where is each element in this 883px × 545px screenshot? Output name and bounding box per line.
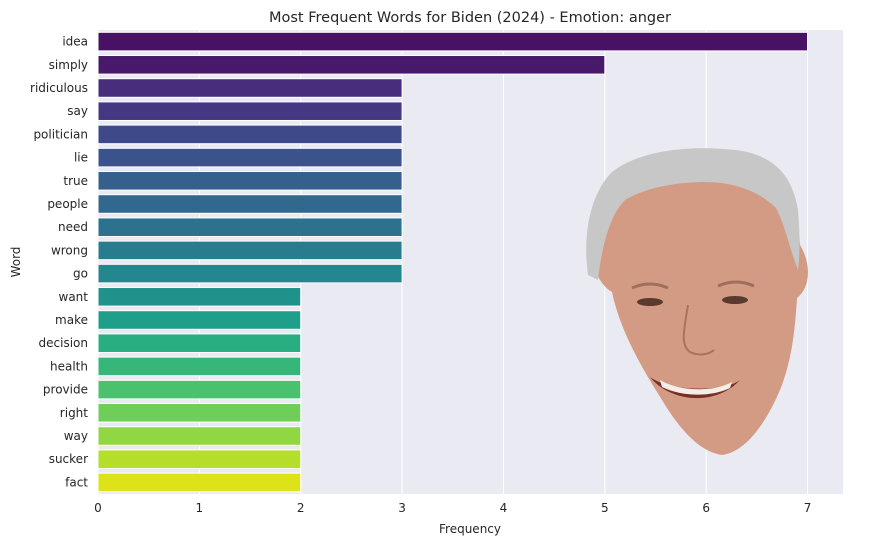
bar-go <box>97 263 403 284</box>
bar-decision <box>97 333 302 353</box>
x-tick-label: 4 <box>500 501 508 515</box>
y-tick-label: idea <box>62 35 88 49</box>
y-tick-label: sucker <box>49 452 88 466</box>
bar-make <box>97 310 302 330</box>
x-tick-label: 1 <box>196 501 204 515</box>
bar-provide <box>97 379 302 400</box>
face-photo <box>586 148 808 455</box>
y-tick-label: fact <box>65 475 88 489</box>
x-tick-labels: 0 1 2 3 4 5 6 7 <box>94 501 811 515</box>
y-tick-label: decision <box>39 336 88 350</box>
bar-fact <box>97 472 302 493</box>
bar-politician <box>97 124 403 145</box>
bar-idea <box>97 31 809 52</box>
bars <box>97 31 809 493</box>
y-tick-label: go <box>73 267 88 281</box>
x-tick-label: 6 <box>702 501 710 515</box>
y-tick-label: true <box>63 174 88 188</box>
bar-lie <box>97 147 403 168</box>
bar-say <box>97 101 403 121</box>
y-tick-label: health <box>50 359 88 373</box>
x-axis-label: Frequency <box>439 522 501 536</box>
y-tick-label: simply <box>49 58 88 72</box>
bar-true <box>97 171 403 191</box>
y-tick-label: say <box>67 104 88 118</box>
bar-right <box>97 403 302 423</box>
bar-want <box>97 287 302 307</box>
y-axis-label: Word <box>9 247 23 278</box>
y-tick-label: lie <box>74 151 88 165</box>
y-tick-label: politician <box>33 127 88 141</box>
y-tick-label: make <box>55 313 88 327</box>
y-tick-label: way <box>64 429 88 443</box>
y-tick-label: wrong <box>51 243 88 257</box>
y-tick-label: want <box>59 290 89 304</box>
x-tick-label: 3 <box>398 501 406 515</box>
x-tick-label: 7 <box>804 501 812 515</box>
x-tick-label: 2 <box>297 501 305 515</box>
bar-ridiculous <box>97 78 403 98</box>
bar-sucker <box>97 449 302 469</box>
chart-title: Most Frequent Words for Biden (2024) - E… <box>269 10 671 26</box>
y-tick-label: provide <box>43 383 88 397</box>
y-tick-label: need <box>58 220 88 234</box>
bar-wrong <box>97 240 403 261</box>
x-tick-label: 0 <box>94 501 102 515</box>
y-tick-label: right <box>60 406 88 420</box>
bar-people <box>97 194 403 214</box>
bar-simply <box>97 55 606 75</box>
x-tick-label: 5 <box>601 501 609 515</box>
bar-way <box>97 426 302 446</box>
bar-need <box>97 217 403 237</box>
y-tick-label: people <box>47 197 88 211</box>
y-tick-labels: idea simply ridiculous say politician lie true… <box>30 35 88 490</box>
y-tick-label: ridiculous <box>30 81 88 95</box>
bar-health <box>97 356 302 377</box>
